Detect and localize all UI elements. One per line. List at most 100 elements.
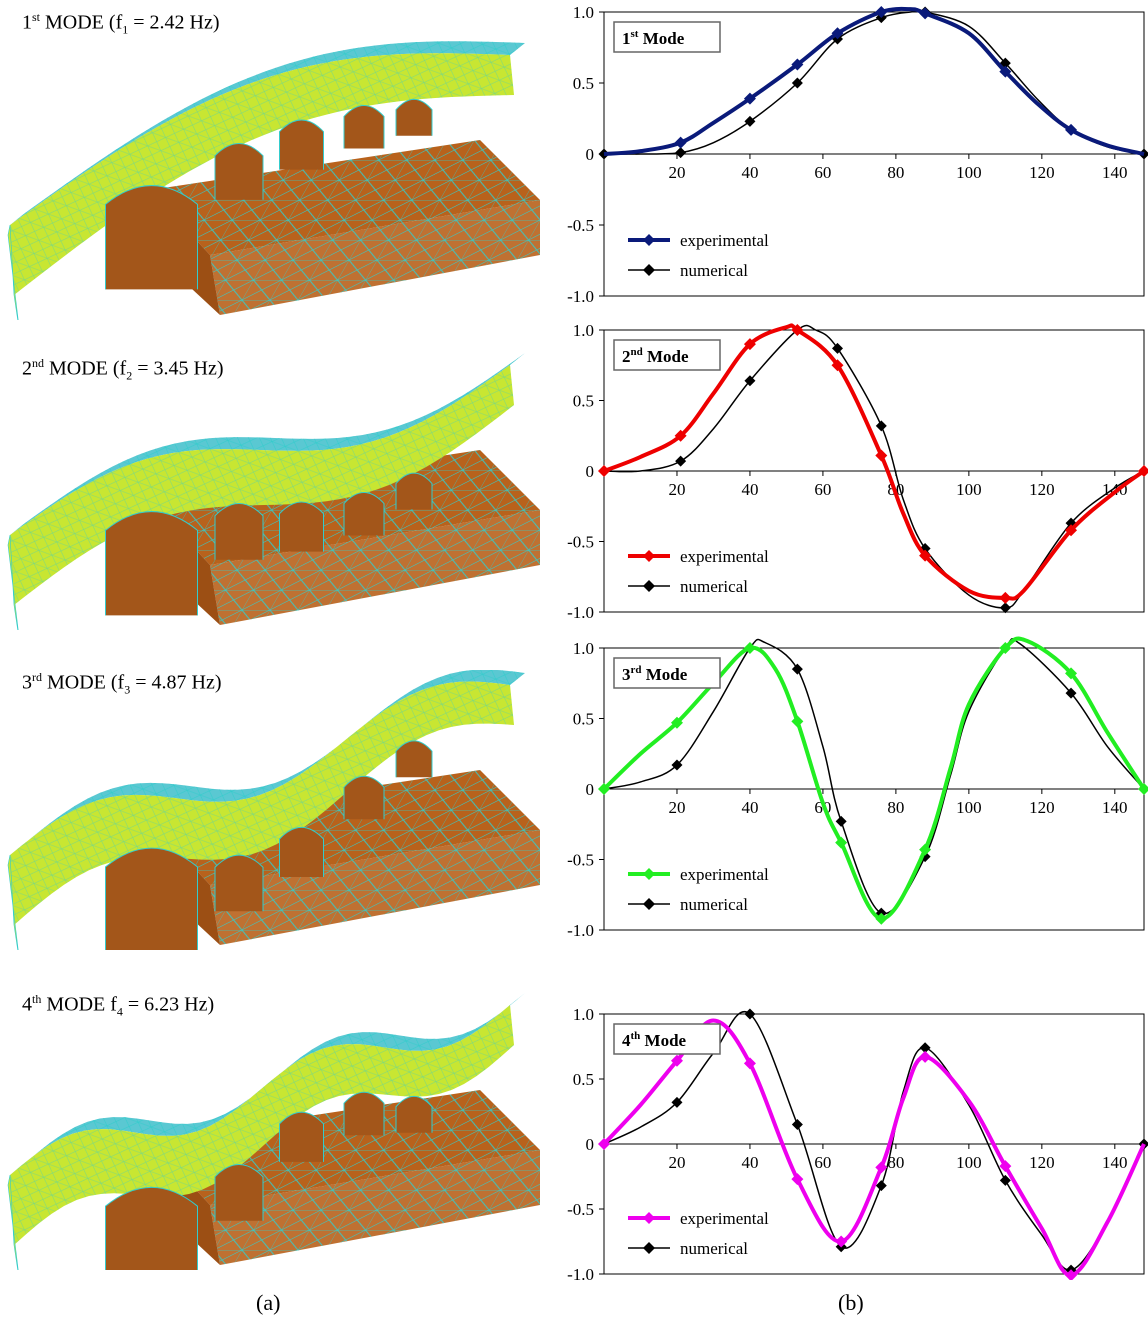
data-point-experimental bbox=[1065, 1269, 1078, 1280]
bridge-deck bbox=[10, 993, 525, 1245]
abutment bbox=[7, 1174, 19, 1270]
y-tick-label: 0.5 bbox=[573, 74, 594, 93]
data-point-experimental bbox=[791, 715, 804, 728]
y-tick-label: -1.0 bbox=[567, 603, 594, 622]
chart-title: 4th Mode bbox=[613, 1023, 721, 1055]
x-tick-label: 100 bbox=[956, 1153, 982, 1172]
y-tick-label: -0.5 bbox=[567, 1200, 594, 1219]
svg-text:experimental: experimental bbox=[680, 865, 769, 884]
data-point-experimental bbox=[831, 27, 844, 40]
abutment bbox=[7, 534, 19, 630]
data-point-numerical bbox=[875, 420, 887, 432]
abutment bbox=[7, 224, 19, 320]
y-tick-label: -1.0 bbox=[567, 287, 594, 306]
data-point-experimental bbox=[919, 549, 932, 562]
x-tick-label: 140 bbox=[1102, 163, 1128, 182]
x-tick-label: 100 bbox=[956, 163, 982, 182]
x-tick-label: 40 bbox=[741, 798, 758, 817]
x-tick-label: 40 bbox=[741, 1153, 758, 1172]
x-tick-label: 120 bbox=[1029, 1153, 1055, 1172]
x-tick-label: 120 bbox=[1029, 163, 1055, 182]
data-point-numerical bbox=[835, 815, 847, 827]
series-line-experimental bbox=[603, 6, 1145, 156]
y-tick-label: -1.0 bbox=[567, 921, 594, 940]
data-point-numerical bbox=[671, 759, 683, 771]
data-point-experimental bbox=[875, 6, 888, 18]
y-tick-label: -0.5 bbox=[567, 851, 594, 870]
svg-text:numerical: numerical bbox=[680, 1239, 748, 1258]
data-point-numerical bbox=[999, 1174, 1011, 1186]
x-tick-label: 120 bbox=[1029, 480, 1055, 499]
abutment bbox=[7, 854, 19, 950]
bridge-arches bbox=[105, 1091, 433, 1270]
bridge-deck bbox=[10, 41, 525, 295]
data-point-numerical bbox=[875, 1180, 887, 1192]
legend-entry-experimental: experimental bbox=[628, 865, 769, 884]
data-point-numerical bbox=[671, 1096, 683, 1108]
data-point-experimental bbox=[1065, 123, 1078, 136]
data-point-experimental bbox=[791, 1173, 804, 1186]
svg-text:4th Mode: 4th Mode bbox=[622, 1030, 687, 1050]
y-tick-label: -0.5 bbox=[567, 533, 594, 552]
svg-text:numerical: numerical bbox=[680, 261, 748, 280]
data-point-numerical bbox=[791, 77, 803, 89]
y-tick-label: 1.0 bbox=[573, 321, 594, 340]
svg-text:numerical: numerical bbox=[680, 577, 748, 596]
x-tick-label: 100 bbox=[956, 480, 982, 499]
data-point-numerical bbox=[791, 1119, 803, 1130]
data-point-numerical bbox=[919, 1042, 931, 1054]
data-point-experimental bbox=[999, 65, 1012, 78]
x-tick-label: 80 bbox=[887, 798, 904, 817]
data-point-experimental bbox=[835, 1235, 848, 1248]
series-line-experimental bbox=[602, 1018, 1146, 1278]
mode-3-label: 3rd MODE (f3 = 4.87 Hz) bbox=[22, 670, 222, 697]
data-point-experimental bbox=[1138, 465, 1148, 477]
mode-chart-1: 1.0 0.5 0 -0.5 -1.0 20 40 60 80 100 120 140 1st Mode… bbox=[567, 3, 1148, 306]
mode-4-label: 4th MODE f4 = 6.23 Hz) bbox=[22, 992, 215, 1019]
data-point-experimental bbox=[670, 1054, 683, 1067]
data-point-numerical bbox=[1065, 687, 1077, 699]
caption-b: (b) bbox=[838, 1290, 864, 1315]
svg-text:3rd Mode: 3rd Mode bbox=[622, 664, 688, 684]
chart-title: 1st Mode bbox=[613, 21, 721, 53]
data-point-experimental bbox=[919, 1050, 932, 1063]
y-tick-label: 0.5 bbox=[573, 1070, 594, 1089]
svg-text:experimental: experimental bbox=[680, 1209, 769, 1228]
x-tick-label: 60 bbox=[814, 1153, 831, 1172]
mode-2-label: 2nd MODE (f2 = 3.45 Hz) bbox=[22, 356, 224, 383]
data-point-numerical bbox=[919, 543, 931, 555]
y-tick-label: 0.5 bbox=[573, 710, 594, 729]
data-point-experimental bbox=[743, 338, 756, 351]
legend-entry-experimental: experimental bbox=[628, 1209, 769, 1228]
y-tick-label: 1.0 bbox=[573, 639, 594, 658]
y-tick-label: 0.5 bbox=[573, 392, 594, 411]
svg-text:experimental: experimental bbox=[680, 547, 769, 566]
x-tick-label: 140 bbox=[1102, 1153, 1128, 1172]
data-point-numerical bbox=[1065, 517, 1077, 529]
data-point-experimental bbox=[743, 1057, 756, 1070]
legend-entry-experimental: experimental bbox=[628, 547, 769, 566]
data-point-numerical bbox=[999, 57, 1011, 69]
data-point-experimental bbox=[999, 642, 1012, 654]
x-tick-label: 60 bbox=[814, 163, 831, 182]
bridge-arches bbox=[105, 98, 433, 290]
x-tick-label: 60 bbox=[814, 480, 831, 499]
x-tick-label: 20 bbox=[668, 480, 685, 499]
data-point-experimental bbox=[835, 836, 848, 849]
ground-block bbox=[150, 140, 540, 315]
data-point-numerical bbox=[675, 455, 687, 467]
svg-text:1st Mode: 1st Mode bbox=[622, 28, 685, 48]
bridge-deck bbox=[10, 353, 525, 605]
bridge-model-mode-1 bbox=[7, 41, 540, 320]
x-tick-label: 100 bbox=[956, 798, 982, 817]
svg-text:2nd Mode: 2nd Mode bbox=[622, 346, 689, 366]
data-point-experimental bbox=[999, 1160, 1012, 1173]
data-point-experimental bbox=[791, 324, 804, 336]
series-line-numerical bbox=[603, 638, 1145, 915]
data-point-numerical bbox=[832, 342, 844, 354]
x-tick-label: 20 bbox=[668, 798, 685, 817]
legend-entry-numerical: numerical bbox=[628, 261, 748, 280]
bridge-model-mode-2 bbox=[7, 353, 540, 630]
